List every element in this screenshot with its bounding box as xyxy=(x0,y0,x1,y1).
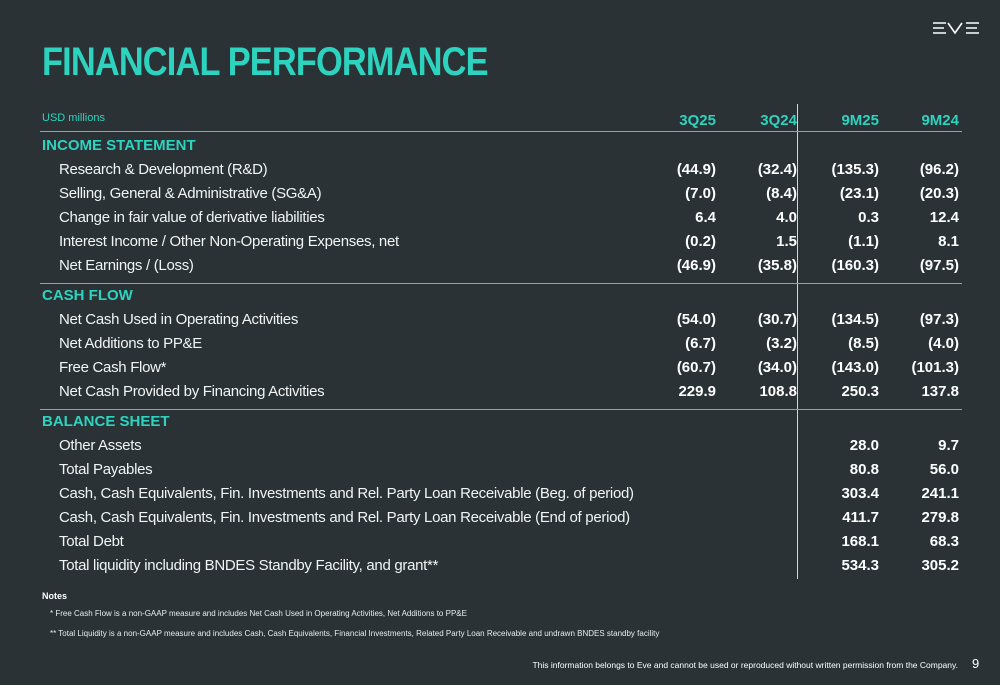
cell-value: 6.4 xyxy=(695,209,716,226)
cell-value: (101.3) xyxy=(911,359,959,376)
cell-value: (134.5) xyxy=(831,311,879,328)
cell-value: (35.8) xyxy=(757,257,797,274)
row-label: Net Additions to PP&E xyxy=(59,335,202,352)
cell-value: 229.9 xyxy=(678,383,716,400)
row-label: Cash, Cash Equivalents, Fin. Investments… xyxy=(59,509,630,526)
row-label: Total Debt xyxy=(59,533,124,550)
note: * Free Cash Flow is a non-GAAP measure a… xyxy=(50,609,467,618)
column-header: 9M24 xyxy=(921,112,959,129)
section-rule xyxy=(40,283,962,284)
column-header: 3Q25 xyxy=(679,112,716,129)
row-label: Free Cash Flow* xyxy=(59,359,167,376)
cell-value: (8.4) xyxy=(766,185,797,202)
cell-value: (0.2) xyxy=(685,233,716,250)
cell-value: 1.5 xyxy=(776,233,797,250)
cell-value: 534.3 xyxy=(841,557,879,574)
cell-value: (8.5) xyxy=(848,335,879,352)
cell-value: 279.8 xyxy=(921,509,959,526)
cell-value: 80.8 xyxy=(849,461,879,478)
cell-value: (135.3) xyxy=(831,161,879,178)
cell-value: (46.9) xyxy=(676,257,716,274)
row-label: Net Cash Used in Operating Activities xyxy=(59,311,299,328)
cell-value: 411.7 xyxy=(842,509,879,526)
cell-value: (96.2) xyxy=(919,161,959,178)
cell-value: (6.7) xyxy=(685,335,716,352)
cell-value: (3.2) xyxy=(766,335,797,352)
section-rule xyxy=(40,409,962,410)
disclaimer: This information belongs to Eve and cann… xyxy=(532,660,958,670)
cell-value: 137.8 xyxy=(921,383,959,400)
cell-value: (97.5) xyxy=(919,257,959,274)
cell-value: (4.0) xyxy=(928,335,959,352)
column-header: 9M25 xyxy=(841,112,879,129)
cell-value: 250.3 xyxy=(841,383,879,400)
notes-title: Notes xyxy=(42,591,68,601)
cell-value: (34.0) xyxy=(757,359,797,376)
cell-value: 303.4 xyxy=(841,485,879,502)
cell-value: 68.3 xyxy=(929,533,959,550)
cell-value: 9.7 xyxy=(938,437,959,454)
row-label: Other Assets xyxy=(59,437,142,454)
cell-value: 305.2 xyxy=(921,557,959,574)
row-label: Total liquidity including BNDES Standby … xyxy=(59,557,439,574)
cell-value: (23.1) xyxy=(839,185,879,202)
cell-value: (60.7) xyxy=(676,359,716,376)
cell-value: (32.4) xyxy=(757,161,797,178)
section-title: INCOME STATEMENT xyxy=(42,137,196,154)
cell-value: 241.1 xyxy=(921,485,959,502)
cell-value: (143.0) xyxy=(831,359,879,376)
cell-value: 8.1 xyxy=(938,233,959,250)
cell-value: 0.3 xyxy=(858,209,879,226)
cell-value: (20.3) xyxy=(919,185,959,202)
cell-value: 56.0 xyxy=(929,461,959,478)
cell-value: (44.9) xyxy=(676,161,716,178)
cell-value: 168.1 xyxy=(841,533,879,550)
logo xyxy=(933,22,979,35)
cell-value: 4.0 xyxy=(776,209,797,226)
cell-value: (54.0) xyxy=(676,311,716,328)
column-header: 3Q24 xyxy=(760,112,797,129)
section-title: CASH FLOW xyxy=(42,287,133,304)
column-divider xyxy=(797,104,798,579)
header-rule xyxy=(40,131,962,132)
cell-value: 108.8 xyxy=(759,383,797,400)
cell-value: 28.0 xyxy=(849,437,879,454)
row-label: Cash, Cash Equivalents, Fin. Investments… xyxy=(59,485,634,502)
cell-value: (97.3) xyxy=(919,311,959,328)
cell-value: (160.3) xyxy=(831,257,879,274)
row-label: Total Payables xyxy=(59,461,153,478)
cell-value: (7.0) xyxy=(685,185,716,202)
row-label: Net Earnings / (Loss) xyxy=(59,257,194,274)
cell-value: 12.4 xyxy=(929,209,959,226)
note: ** Total Liquidity is a non-GAAP measure… xyxy=(50,629,660,638)
page-number: 9 xyxy=(972,656,980,671)
row-label: Research & Development (R&D) xyxy=(59,161,268,178)
cell-value: (30.7) xyxy=(757,311,797,328)
row-label: Selling, General & Administrative (SG&A) xyxy=(59,185,322,202)
row-label: Net Cash Provided by Financing Activitie… xyxy=(59,383,325,400)
units: USD millions xyxy=(42,112,105,124)
row-label: Interest Income / Other Non-Operating Ex… xyxy=(59,233,399,250)
cell-value: (1.1) xyxy=(848,233,879,250)
section-title: BALANCE SHEET xyxy=(42,413,170,430)
title: FINANCIAL PERFORMANCE xyxy=(42,40,489,84)
row-label: Change in fair value of derivative liabi… xyxy=(59,209,325,226)
